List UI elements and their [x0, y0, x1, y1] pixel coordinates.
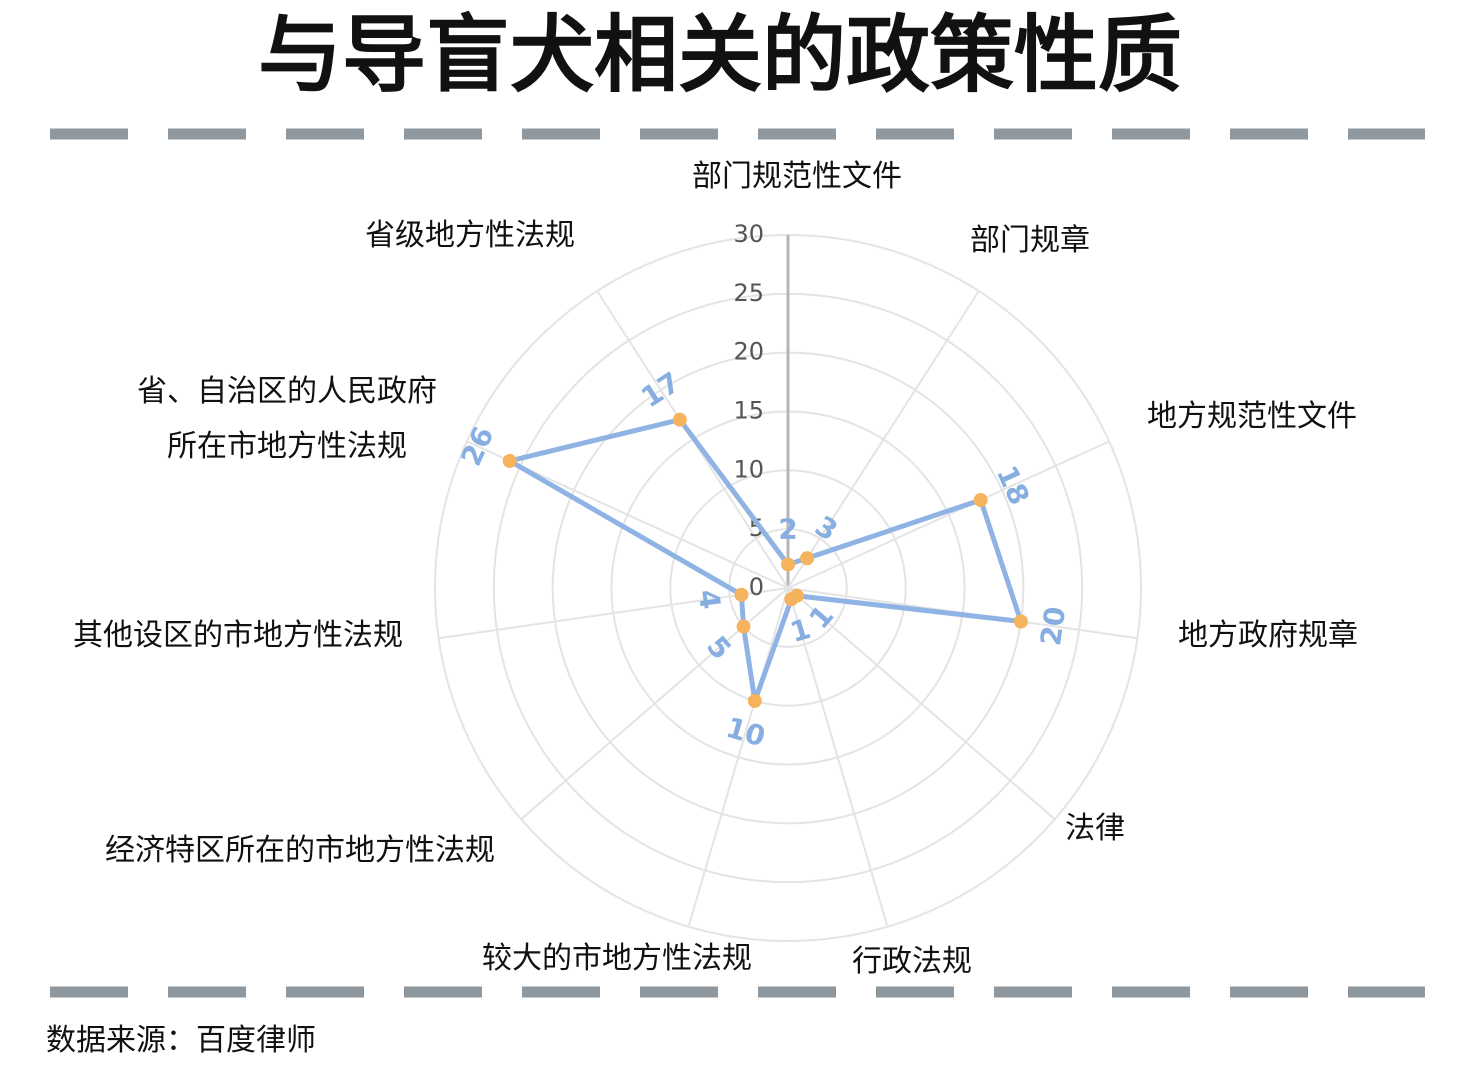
category-label: 法律 — [1065, 811, 1125, 846]
point — [736, 619, 751, 634]
category-label: 省级地方性法规 — [365, 218, 575, 253]
y-tick-label: 10 — [733, 455, 764, 483]
y-tick-label: 0 — [749, 573, 764, 601]
point — [800, 551, 815, 566]
data-label: 17 — [635, 365, 686, 414]
category-label: 经济特区所在的市地方性法规 — [105, 833, 495, 868]
point — [672, 412, 687, 427]
spoke — [787, 440, 1110, 589]
data-label: 3 — [809, 509, 843, 547]
category-label: 省、自治区的人民政府所在市地方性法规 — [137, 374, 437, 464]
y-tick-label: 15 — [733, 397, 764, 425]
point — [973, 493, 988, 508]
category-label-line: 所在市地方性法规 — [167, 429, 407, 464]
y-tick-label: 20 — [733, 338, 764, 366]
spoke — [438, 587, 789, 640]
category-label: 行政法规 — [852, 944, 972, 979]
data-label: 4 — [692, 587, 727, 611]
category-label: 地方规范性文件 — [1147, 399, 1357, 434]
point — [734, 587, 749, 602]
spoke — [787, 290, 980, 589]
data-label: 20 — [1034, 604, 1072, 647]
radar-line — [507, 417, 1024, 704]
chart-title: 与导盲犬相关的政策性质 — [258, 5, 1182, 104]
y-tick-label: 30 — [733, 220, 764, 248]
category-label: 其他设区的市地方性法规 — [73, 618, 403, 653]
category-label-line: 省、自治区的人民政府 — [137, 374, 437, 409]
category-label: 较大的市地方性法规 — [482, 941, 752, 976]
data-label: 10 — [722, 711, 769, 754]
point — [747, 693, 762, 708]
source: 数据来源：百度律师 — [46, 1023, 316, 1058]
category-label: 部门规范性文件 — [692, 159, 902, 194]
point — [781, 557, 795, 572]
point — [784, 592, 799, 607]
category-label: 地方政府规章 — [1178, 618, 1358, 653]
spoke — [787, 587, 1056, 820]
y-tick-label: 25 — [733, 279, 764, 307]
spoke — [687, 587, 789, 927]
category-label: 部门规章 — [970, 223, 1090, 258]
data-label: 2 — [778, 512, 797, 545]
point — [1013, 614, 1028, 629]
spoke — [787, 587, 889, 927]
point — [502, 453, 517, 468]
data-label: 26 — [454, 422, 500, 471]
data-label: 18 — [990, 461, 1036, 510]
